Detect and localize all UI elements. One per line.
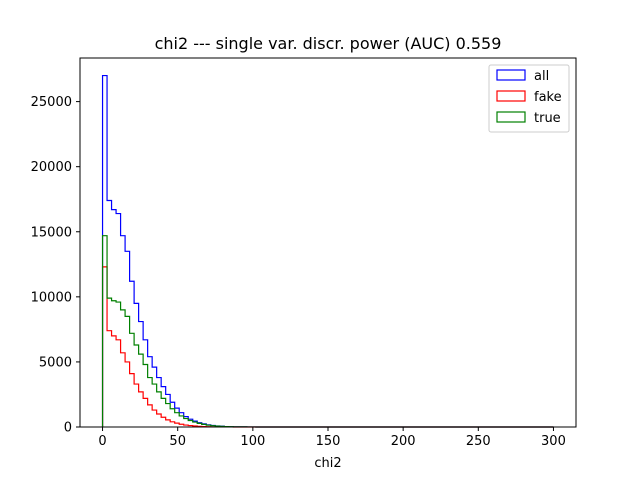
x-tick-label: 300 [541,434,566,449]
legend-swatch-all [496,69,526,81]
y-tick-label: 10000 [31,290,72,305]
legend: all fake true [488,64,570,133]
x-tick-label: 50 [169,434,186,449]
axes-layer: 0 50 100 150 200 250 300 0 5000 10000 15000 20000 25… [31,57,577,449]
x-tick-label: 150 [316,434,341,449]
y-tick-label: 25000 [31,95,72,110]
series-layer [101,74,554,428]
legend-label-fake: fake [534,90,562,105]
x-tick-label: 250 [466,434,491,449]
x-tick-label: 100 [240,434,265,449]
legend-label-all: all [534,69,549,84]
legend-swatch-fake [496,90,526,102]
series-all [101,74,554,428]
legend-swatch-true [496,111,526,123]
legend-box [488,64,570,133]
y-tick-label: 15000 [31,225,72,240]
chart-title: chi2 --- single var. discr. power (AUC) … [155,34,502,53]
x-tick-label: 0 [98,434,106,449]
x-axis-label: chi2 [314,456,341,471]
y-tick-label: 20000 [31,160,72,175]
y-tick-label: 5000 [39,355,72,370]
y-tick-label: 0 [64,421,72,436]
legend-label-true: true [534,111,561,126]
x-tick-label: 200 [391,434,416,449]
